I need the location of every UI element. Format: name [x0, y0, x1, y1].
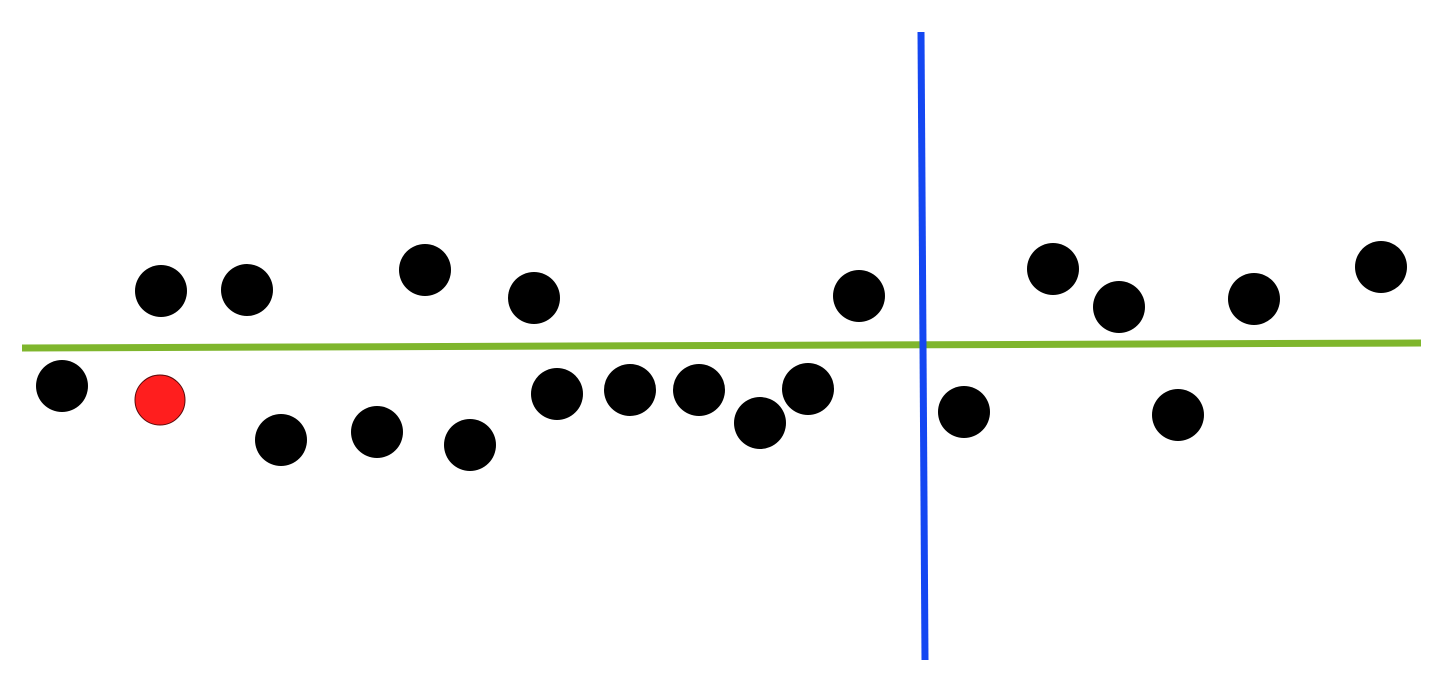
dot: [833, 270, 885, 322]
dot: [782, 363, 834, 415]
dot: [508, 272, 560, 324]
dot: [734, 397, 786, 449]
dot: [531, 368, 583, 420]
dot: [444, 419, 496, 471]
dot: [255, 414, 307, 466]
dot: [36, 360, 88, 412]
highlighted-dot: [134, 374, 186, 426]
dot: [673, 364, 725, 416]
dot: [135, 265, 187, 317]
dot: [351, 406, 403, 458]
dot: [221, 264, 273, 316]
horizontal-divider-line: [21, 339, 1422, 352]
dots-above-line: [135, 241, 1407, 333]
dot: [1027, 243, 1079, 295]
dot: [604, 364, 656, 416]
dots-below-line: [36, 360, 1204, 471]
dot: [399, 244, 451, 296]
dot: [1228, 273, 1280, 325]
vertical-divider-line: [917, 31, 929, 661]
dot: [938, 386, 990, 438]
dot: [1355, 241, 1407, 293]
dot: [1093, 281, 1145, 333]
dot: [1152, 389, 1204, 441]
